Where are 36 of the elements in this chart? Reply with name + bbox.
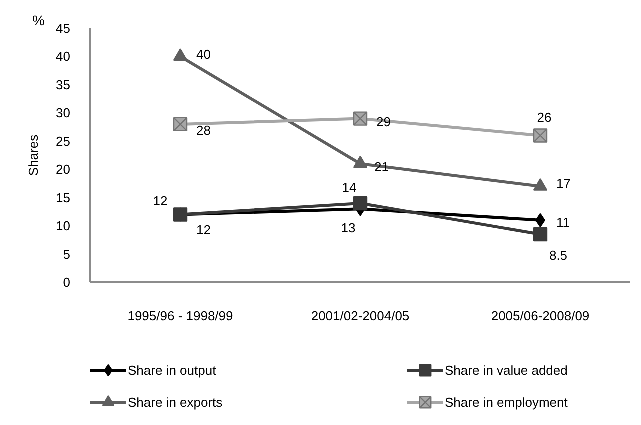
data-label: 11 — [556, 214, 570, 230]
data-label: 12 — [153, 193, 168, 208]
data-label: 13 — [341, 220, 356, 236]
x-tick-label: 1995/96 - 1998/99 — [128, 308, 234, 324]
y-tick-label: 5 — [63, 246, 71, 262]
data-label: 40 — [196, 47, 211, 62]
x-tick-label: 2001/02-2004/05 — [311, 308, 410, 324]
y-tick-label: 10 — [56, 218, 71, 234]
data-label: 12 — [196, 222, 211, 238]
legend-label: Share in value added — [445, 362, 569, 380]
y-tick-label: 0 — [63, 275, 71, 290]
point — [173, 208, 188, 222]
y-tick-label: 20 — [56, 162, 71, 178]
data-label: 28 — [196, 122, 211, 138]
data-label: 26 — [537, 110, 552, 126]
data-label: 21 — [374, 159, 389, 174]
data-label: 29 — [376, 114, 391, 130]
point — [533, 227, 548, 242]
point — [173, 48, 188, 62]
y-tick-label: 45 — [56, 21, 71, 36]
y-tick-label: 30 — [56, 106, 71, 121]
point — [533, 128, 548, 143]
y-tick-label: 40 — [56, 49, 71, 64]
data-label: 8.5 — [549, 248, 568, 264]
legend-label: Share in exports — [128, 394, 224, 412]
legend-label: Share in output — [128, 362, 218, 380]
y-tick-label: 15 — [56, 190, 71, 206]
y-axis-title: Shares — [26, 134, 42, 176]
y-tick-label: 35 — [56, 77, 71, 92]
data-label: 14 — [342, 180, 357, 195]
x-tick-label: 2005/06-2008/09 — [491, 308, 590, 324]
point — [353, 112, 368, 126]
legend-label: Share in employment — [445, 394, 569, 412]
text: % — [32, 12, 45, 28]
data-label: 17 — [556, 176, 571, 192]
y-tick-label: 25 — [56, 134, 71, 149]
